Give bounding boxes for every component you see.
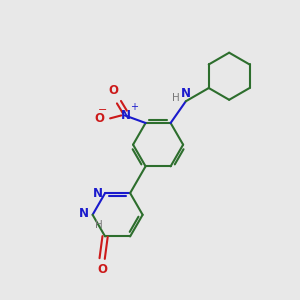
Text: O: O xyxy=(108,84,118,97)
Text: +: + xyxy=(130,102,138,112)
Text: −: − xyxy=(98,105,107,115)
Text: O: O xyxy=(94,112,104,125)
Text: H: H xyxy=(172,93,179,103)
Text: N: N xyxy=(181,87,191,100)
Text: N: N xyxy=(120,109,130,122)
Text: H: H xyxy=(95,220,103,230)
Text: N: N xyxy=(79,207,89,220)
Text: N: N xyxy=(93,187,103,200)
Text: O: O xyxy=(97,263,107,276)
